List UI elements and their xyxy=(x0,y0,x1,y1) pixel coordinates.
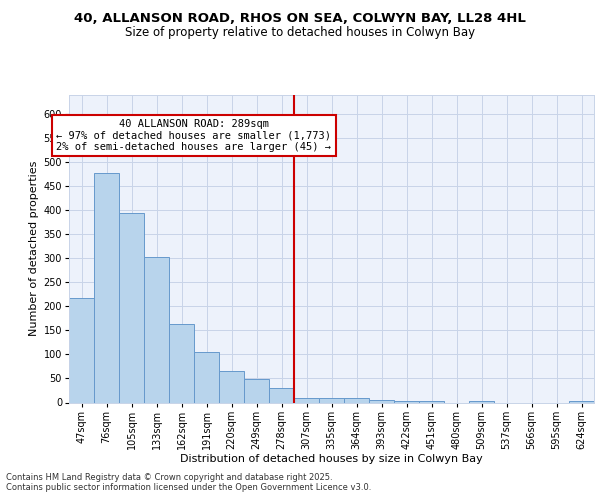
X-axis label: Distribution of detached houses by size in Colwyn Bay: Distribution of detached houses by size … xyxy=(180,454,483,464)
Text: 40 ALLANSON ROAD: 289sqm
← 97% of detached houses are smaller (1,773)
2% of semi: 40 ALLANSON ROAD: 289sqm ← 97% of detach… xyxy=(56,119,331,152)
Bar xyxy=(144,258,169,402)
Bar xyxy=(394,400,419,402)
Bar xyxy=(344,398,369,402)
Bar xyxy=(194,352,219,403)
Bar xyxy=(269,388,294,402)
Bar xyxy=(419,401,444,402)
Bar xyxy=(119,212,144,402)
Bar xyxy=(319,398,344,402)
Y-axis label: Number of detached properties: Number of detached properties xyxy=(29,161,39,336)
Bar xyxy=(569,400,594,402)
Text: Size of property relative to detached houses in Colwyn Bay: Size of property relative to detached ho… xyxy=(125,26,475,39)
Bar xyxy=(369,400,394,402)
Text: 40, ALLANSON ROAD, RHOS ON SEA, COLWYN BAY, LL28 4HL: 40, ALLANSON ROAD, RHOS ON SEA, COLWYN B… xyxy=(74,12,526,26)
Bar xyxy=(219,372,244,402)
Bar xyxy=(294,398,319,402)
Bar xyxy=(244,380,269,402)
Bar xyxy=(69,298,94,403)
Bar xyxy=(94,173,119,402)
Bar xyxy=(469,401,494,402)
Text: Contains HM Land Registry data © Crown copyright and database right 2025.
Contai: Contains HM Land Registry data © Crown c… xyxy=(6,472,371,492)
Bar xyxy=(169,324,194,402)
